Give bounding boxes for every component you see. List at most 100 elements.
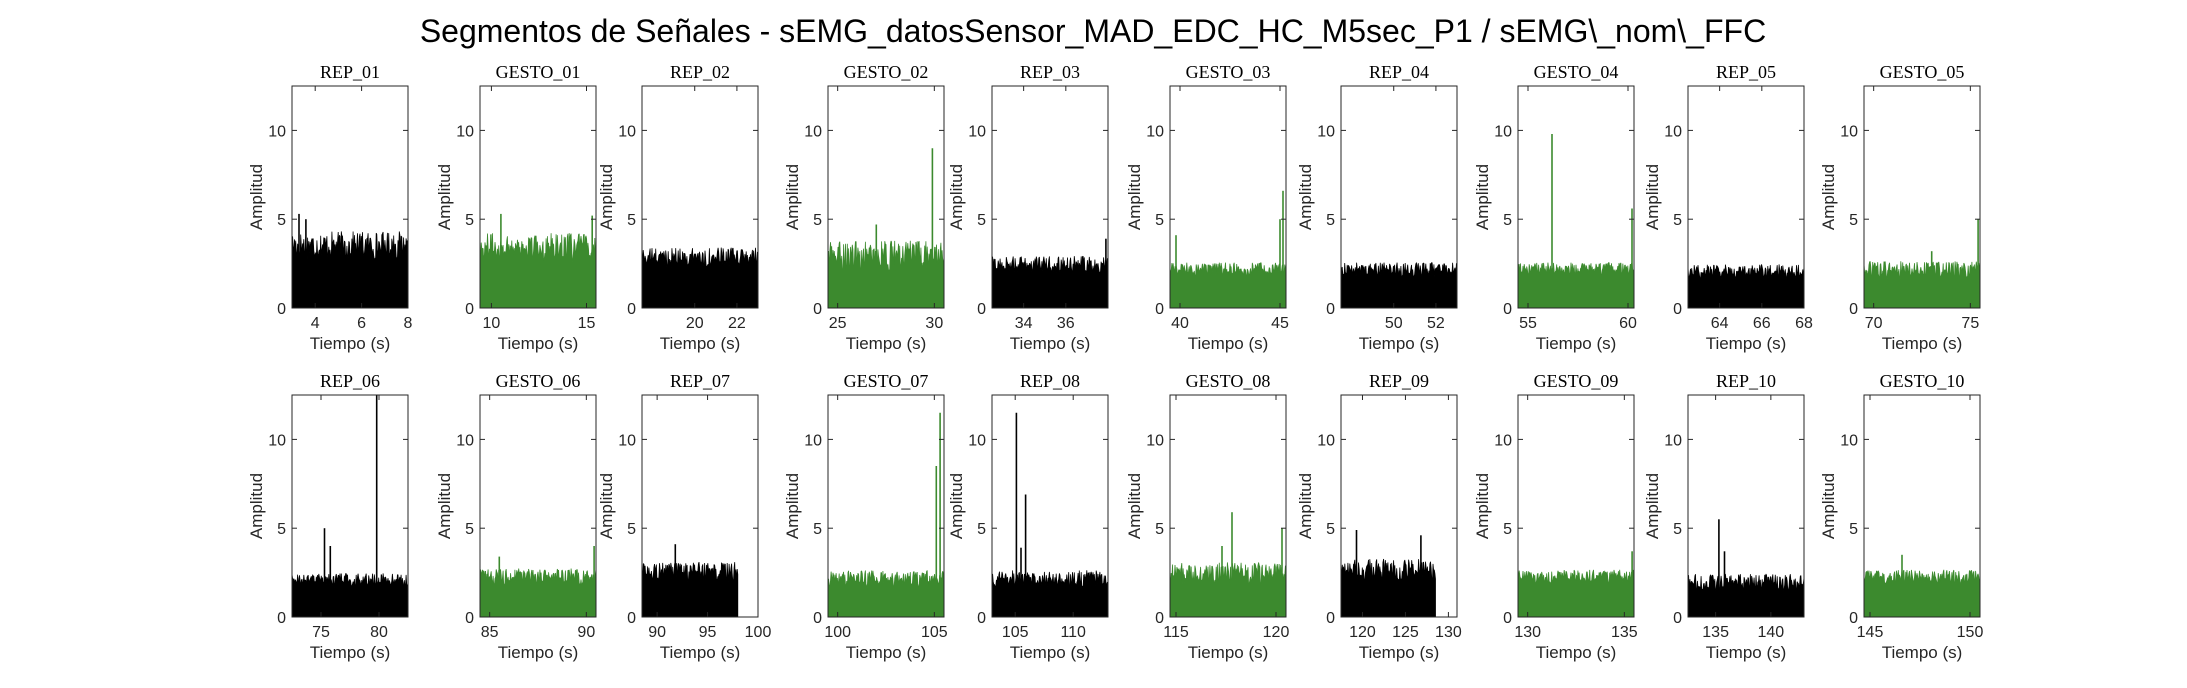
y-axis-label: Amplitud xyxy=(435,164,454,230)
x-tick-label: 64 xyxy=(1711,315,1729,332)
y-tick-label: 10 xyxy=(968,123,986,140)
x-tick-label: 68 xyxy=(1795,315,1813,332)
y-tick-label: 10 xyxy=(268,123,286,140)
x-axis-label: Tiempo (s) xyxy=(498,334,579,353)
y-axis-label: Amplitud xyxy=(1473,473,1492,539)
x-tick-label: 135 xyxy=(1611,624,1638,641)
subplot-title: GESTO_03 xyxy=(1186,62,1271,82)
axes-box xyxy=(479,85,597,309)
y-axis-label: Amplitud xyxy=(247,473,266,539)
x-tick-label: 105 xyxy=(921,624,948,641)
axes-box xyxy=(827,85,945,309)
x-tick-label: 85 xyxy=(481,624,499,641)
subplot-title: REP_05 xyxy=(1716,62,1776,82)
x-tick-label: 60 xyxy=(1619,315,1637,332)
y-axis-label: Amplitud xyxy=(1125,473,1144,539)
axes-box xyxy=(1687,394,1805,618)
y-tick-label: 5 xyxy=(1326,521,1335,538)
subplot-gesto_01: 0 5 10 10 15 GESTO_01 Tiempo (s) Amplitud xyxy=(435,62,597,353)
y-axis-label: Amplitud xyxy=(435,473,454,539)
subplot-title: REP_02 xyxy=(670,62,730,82)
axes-box xyxy=(1340,394,1458,618)
x-tick-label: 120 xyxy=(1263,624,1290,641)
signal-area xyxy=(641,561,739,618)
y-axis-label: Amplitud xyxy=(947,164,966,230)
axes-box xyxy=(1340,85,1458,309)
y-tick-label: 5 xyxy=(1503,212,1512,229)
x-tick-label: 52 xyxy=(1427,315,1445,332)
subplot-title: GESTO_02 xyxy=(844,62,929,82)
x-tick-label: 95 xyxy=(699,624,717,641)
y-tick-label: 10 xyxy=(268,432,286,449)
subplot-title: GESTO_01 xyxy=(496,62,581,82)
y-tick-label: 5 xyxy=(277,521,286,538)
y-tick-label: 10 xyxy=(1494,123,1512,140)
subplot-title: GESTO_08 xyxy=(1186,371,1271,391)
x-tick-label: 80 xyxy=(370,624,388,641)
subplot-gesto_07: 0 5 10 100 105 GESTO_07 Tiempo (s) Amplitud xyxy=(783,371,948,662)
axes-box xyxy=(291,394,409,618)
y-tick-label: 10 xyxy=(1494,432,1512,449)
y-tick-label: 5 xyxy=(1673,521,1682,538)
x-tick-label: 20 xyxy=(686,315,704,332)
x-tick-label: 15 xyxy=(578,315,596,332)
x-axis-label: Tiempo (s) xyxy=(1010,334,1091,353)
y-tick-label: 5 xyxy=(277,212,286,229)
y-tick-label: 0 xyxy=(1155,301,1164,318)
subplot-rep_06: 0 5 10 75 80 REP_06 Tiempo (s) Amplitud xyxy=(247,371,409,662)
axes-box xyxy=(991,85,1109,309)
x-tick-label: 100 xyxy=(745,624,772,641)
x-tick-label: 30 xyxy=(925,315,943,332)
x-tick-label: 120 xyxy=(1349,624,1376,641)
x-tick-label: 100 xyxy=(824,624,851,641)
subplot-rep_09: 0 5 10 120 125 130 REP_09 Tiempo (s) Amplitud xyxy=(1296,371,1462,662)
y-tick-label: 0 xyxy=(1503,301,1512,318)
x-tick-label: 140 xyxy=(1758,624,1785,641)
subplot-title: GESTO_05 xyxy=(1880,62,1965,82)
signal-area xyxy=(291,573,409,618)
y-tick-label: 5 xyxy=(1849,521,1858,538)
y-axis-label: Amplitud xyxy=(783,164,802,230)
x-tick-label: 22 xyxy=(728,315,746,332)
y-tick-label: 5 xyxy=(1849,212,1858,229)
y-tick-label: 10 xyxy=(1840,123,1858,140)
signal-area xyxy=(1517,569,1635,618)
x-axis-label: Tiempo (s) xyxy=(660,643,741,662)
x-tick-label: 4 xyxy=(311,315,320,332)
x-axis-label: Tiempo (s) xyxy=(1359,334,1440,353)
subplot-title: GESTO_04 xyxy=(1534,62,1619,82)
figure-title: Segmentos de Señales - sEMG_datosSensor_… xyxy=(420,13,1766,49)
y-axis-label: Amplitud xyxy=(1296,473,1315,539)
subplot-title: REP_06 xyxy=(320,371,380,391)
subplot-rep_05: 0 5 10 64 66 68 REP_05 Tiempo (s) Amplitud xyxy=(1643,62,1813,353)
y-axis-label: Amplitud xyxy=(1819,473,1838,539)
x-axis-label: Tiempo (s) xyxy=(846,643,927,662)
subplot-rep_01: 0 5 10 4 6 8 REP_01 Tiempo (s) Amplitud xyxy=(247,62,413,353)
y-axis-label: Amplitud xyxy=(1125,164,1144,230)
y-tick-label: 5 xyxy=(465,521,474,538)
subplot-title: GESTO_06 xyxy=(496,371,581,391)
x-tick-label: 135 xyxy=(1702,624,1729,641)
y-tick-label: 10 xyxy=(618,432,636,449)
y-tick-label: 10 xyxy=(456,123,474,140)
y-tick-label: 10 xyxy=(804,123,822,140)
x-tick-label: 6 xyxy=(357,315,366,332)
y-tick-label: 5 xyxy=(977,521,986,538)
x-tick-label: 34 xyxy=(1015,315,1033,332)
y-tick-label: 0 xyxy=(1155,610,1164,627)
x-tick-label: 8 xyxy=(404,315,413,332)
y-tick-label: 0 xyxy=(1849,610,1858,627)
x-tick-label: 75 xyxy=(312,624,330,641)
y-tick-label: 10 xyxy=(804,432,822,449)
x-axis-label: Tiempo (s) xyxy=(1706,643,1787,662)
signal-area xyxy=(1169,562,1287,618)
y-tick-label: 0 xyxy=(277,610,286,627)
y-tick-label: 10 xyxy=(1840,432,1858,449)
y-tick-label: 10 xyxy=(456,432,474,449)
y-tick-label: 5 xyxy=(1503,521,1512,538)
x-tick-label: 130 xyxy=(1514,624,1541,641)
axes-box xyxy=(291,85,409,309)
x-tick-label: 90 xyxy=(648,624,666,641)
y-axis-label: Amplitud xyxy=(783,473,802,539)
x-axis-label: Tiempo (s) xyxy=(1536,334,1617,353)
